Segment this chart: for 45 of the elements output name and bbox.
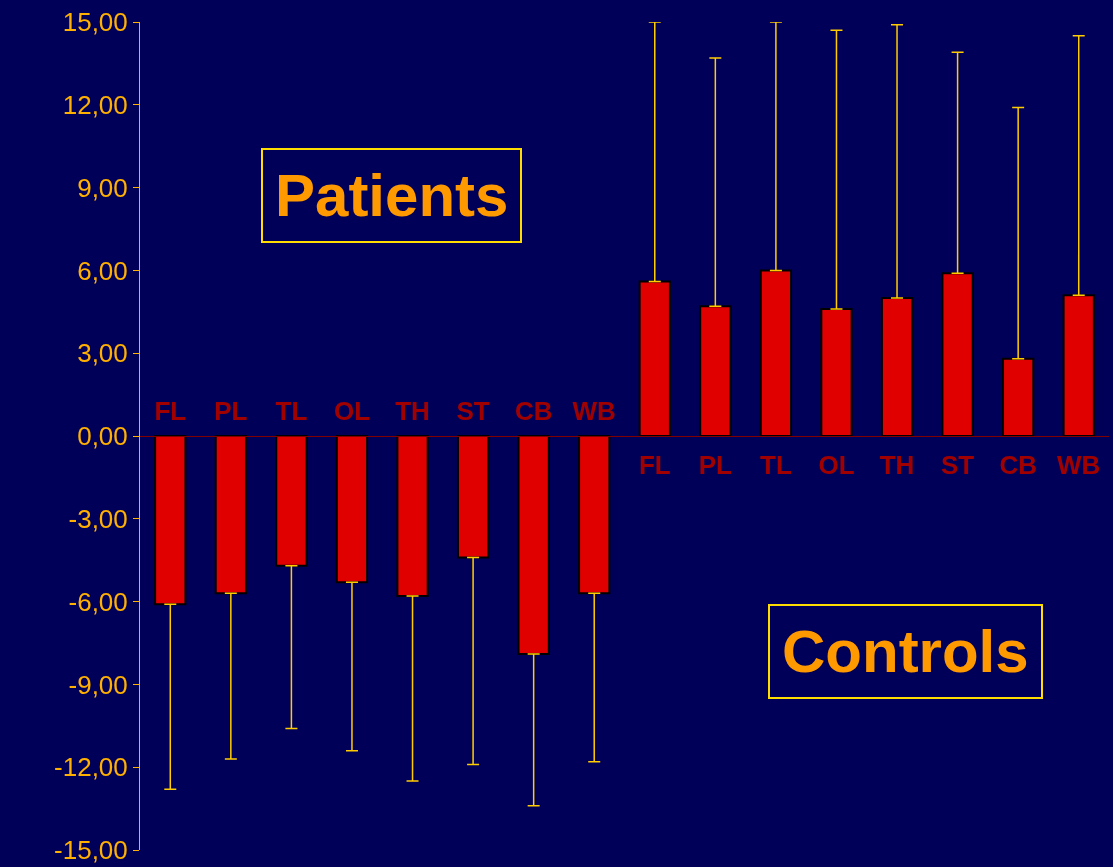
x-tick-label: PL [698, 450, 733, 481]
bar [1062, 294, 1095, 437]
x-tick-label: CB [999, 450, 1037, 481]
x-tick-label: OL [818, 450, 855, 481]
bar [638, 280, 671, 437]
annotation: Patients [275, 162, 509, 229]
y-tick-label: -3,00 [68, 503, 128, 534]
bar [699, 305, 732, 437]
x-tick-label: WB [1057, 450, 1101, 481]
bar [578, 435, 611, 595]
x-tick-label: FL [638, 450, 671, 481]
y-tick-label: 9,00 [77, 172, 128, 203]
x-tick-label: ST [456, 395, 490, 426]
y-tick-label: -15,00 [54, 835, 128, 866]
bar [275, 435, 308, 567]
bar [396, 435, 429, 598]
bar [214, 435, 247, 595]
bar [517, 435, 550, 656]
y-tick-label: -12,00 [54, 752, 128, 783]
bar [335, 435, 369, 584]
x-tick-label: OL [333, 395, 371, 426]
bar [941, 272, 974, 437]
x-tick-label: TH [879, 450, 915, 481]
x-tick-label: ST [940, 450, 975, 481]
y-tick-label: 0,00 [77, 421, 128, 452]
y-tick-label: 12,00 [62, 89, 128, 120]
x-tick-label: TL [275, 395, 308, 426]
x-tick-label: TH [395, 395, 430, 426]
x-tick-label: PL [214, 395, 248, 426]
x-tick-label: TL [760, 450, 792, 481]
y-tick-label: 3,00 [77, 338, 128, 369]
y-tick-label: -9,00 [68, 669, 128, 700]
bar [456, 435, 490, 559]
bar [759, 269, 793, 437]
bar [820, 308, 853, 437]
annotation: Controls [782, 618, 1029, 685]
y-tick-label: 15,00 [62, 7, 128, 38]
y-tick-label: -6,00 [68, 586, 128, 617]
x-tick-label: CB [514, 395, 553, 426]
x-tick-label: FL [154, 395, 187, 426]
bar [880, 297, 914, 437]
x-tick-label: WB [572, 395, 616, 426]
bar [154, 435, 187, 606]
bar [1002, 357, 1035, 437]
y-tick-label: 6,00 [77, 255, 128, 286]
